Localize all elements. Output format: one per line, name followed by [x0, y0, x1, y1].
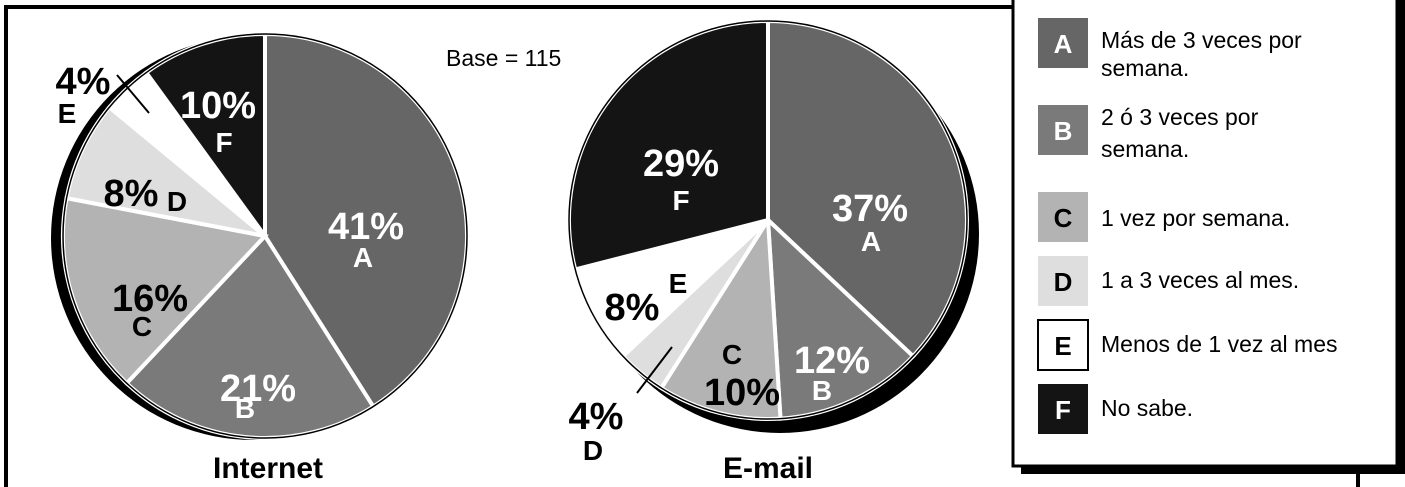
legend-swatch-d [1038, 256, 1088, 306]
leader-line-internet-e [116, 74, 150, 114]
legend-letter-d: D [1054, 267, 1073, 297]
slice-percent-internet-e: 4% [56, 61, 111, 103]
legend-label-a: semana. [1101, 55, 1189, 81]
legend-label-e: Menos de 1 vez al mes [1101, 331, 1338, 357]
slice-percent-email-d: 4% [569, 396, 624, 438]
slice-letter-internet-c: C [132, 311, 152, 342]
slice-percent-email-b: 12% [794, 340, 870, 382]
pie-rim-internet [62, 33, 468, 439]
legend-label-b: 2 ó 3 veces por [1101, 104, 1259, 130]
slice-percent-internet-b: 21% [220, 368, 296, 410]
slice-letter-email-b: B [812, 375, 832, 406]
legend-letter-b: B [1054, 116, 1073, 146]
slice-letter-email-a: A [861, 226, 881, 257]
legend-letter-f: F [1055, 395, 1071, 425]
legend-swatch-b [1038, 105, 1088, 155]
legend-label-a: Más de 3 veces por [1101, 27, 1302, 53]
slice-letter-email-f: F [672, 185, 689, 216]
chart-title-email: E-mail [723, 452, 813, 485]
slice-percent-internet-f: 10% [180, 85, 256, 127]
slice-percent-internet-a: 41% [328, 206, 404, 248]
slice-letter-internet-d: D [167, 186, 187, 217]
legend-label-f: No sabe. [1101, 395, 1193, 421]
legend-swatch-e [1037, 319, 1089, 371]
legend-swatch-c [1038, 192, 1088, 242]
legend-letter-a: A [1054, 29, 1073, 59]
chart-title-internet: Internet [213, 452, 323, 485]
slice-percent-email-a: 37% [832, 188, 908, 230]
slice-letter-internet-e: E [58, 98, 77, 129]
slice-letter-email-d: D [583, 435, 603, 466]
slice-letter-internet-b: B [235, 393, 255, 424]
legend-swatch-f [1038, 384, 1088, 434]
legend-letter-e: E [1054, 331, 1071, 361]
slice-letter-internet-f: F [215, 127, 232, 158]
slice-percent-email-e: 8% [605, 287, 660, 329]
slice-letter-email-e: E [669, 268, 688, 299]
legend-label-d: 1 a 3 veces al mes. [1101, 267, 1299, 293]
slice-percent-internet-c: 16% [112, 278, 188, 320]
leader-line-email-d [636, 346, 673, 394]
legend-swatch-a [1038, 18, 1088, 68]
slice-letter-email-c: C [722, 339, 742, 370]
pie-internet: 41%A 21%B 16%C 8% D 4%E 10%F [51, 31, 469, 440]
base-note: Base = 115 [446, 45, 561, 71]
slice-percent-email-f: 29% [643, 143, 719, 185]
pie-rim-email [568, 20, 968, 420]
legend-letter-c: C [1054, 203, 1073, 233]
legend-label-c: 1 vez por semana. [1101, 205, 1290, 231]
pie-email: 37%A 12%B 10%C 4%D 8% E 29%F [567, 18, 979, 466]
legend-label-b: semana. [1101, 136, 1189, 162]
slice-percent-internet-d: 8% [104, 173, 159, 215]
slice-percent-email-c: 10% [704, 372, 780, 414]
slice-letter-internet-a: A [353, 242, 373, 273]
